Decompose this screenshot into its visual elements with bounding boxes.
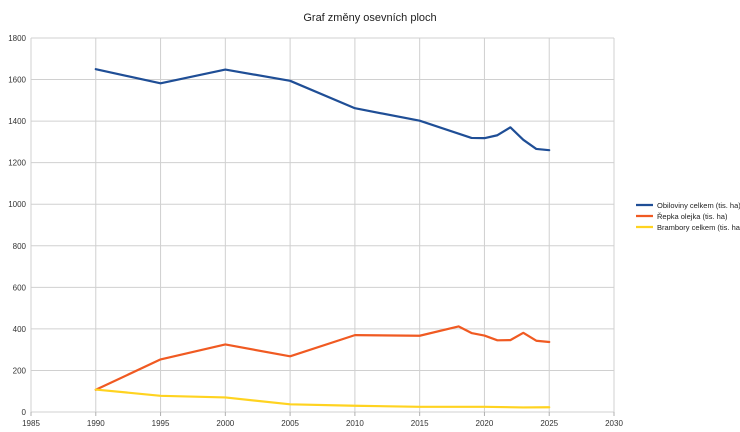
axis-ticks: 0 200 400 600 800 1000 1200 1400 1600 1800 1985 199… — [8, 34, 623, 428]
x-tick-label: 2010 — [346, 419, 364, 428]
legend-label: Řepka olejka (tis. ha) — [657, 212, 728, 221]
series-line-3 — [94, 388, 551, 409]
x-tick-label: 1995 — [152, 419, 170, 428]
legend-label: Obiloviny celkem (tis. ha) — [657, 201, 740, 210]
series-line-2 — [94, 325, 551, 391]
legend: Obiloviny celkem (tis. ha) Řepka olejka (… — [636, 201, 740, 232]
x-tick-label: 2000 — [216, 419, 234, 428]
y-tick-label: 1000 — [8, 200, 26, 209]
y-tick-label: 800 — [13, 242, 27, 251]
y-tick-label: 1800 — [8, 34, 26, 43]
x-tick-label: 2015 — [411, 419, 429, 428]
legend-label: Brambory celkem (tis. ha) — [657, 223, 740, 232]
x-tick-label: 2020 — [476, 419, 494, 428]
x-tick-label: 2025 — [540, 419, 558, 428]
y-tick-label: 200 — [13, 366, 27, 375]
x-tick-label: 1985 — [22, 419, 40, 428]
y-tick-label: 600 — [13, 283, 27, 292]
chart-title: Graf změny osevních ploch — [303, 12, 436, 24]
y-tick-label: 1400 — [8, 117, 26, 126]
y-tick-label: 0 — [22, 408, 27, 417]
y-tick-label: 400 — [13, 325, 27, 334]
y-tick-label: 1200 — [8, 159, 26, 168]
series-line-1 — [94, 68, 551, 152]
x-tick-label: 2005 — [281, 419, 299, 428]
y-tick-label: 1600 — [8, 76, 26, 85]
series-lines — [94, 68, 551, 409]
grid-lines — [30, 37, 615, 416]
x-tick-label: 1990 — [87, 419, 105, 428]
x-tick-label: 2030 — [605, 419, 623, 428]
